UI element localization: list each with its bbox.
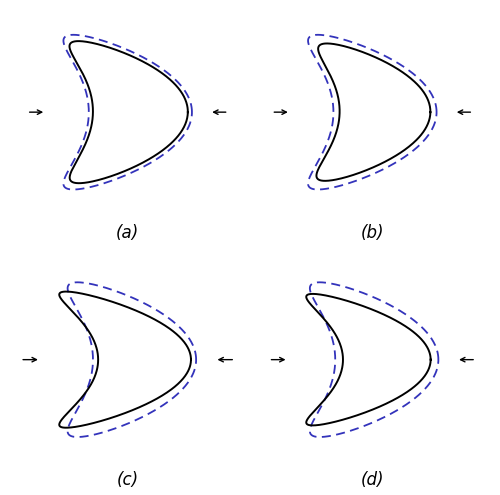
- Text: (a): (a): [116, 224, 140, 242]
- Text: (c): (c): [116, 471, 139, 489]
- Text: (b): (b): [360, 224, 384, 242]
- Text: (d): (d): [360, 471, 384, 489]
